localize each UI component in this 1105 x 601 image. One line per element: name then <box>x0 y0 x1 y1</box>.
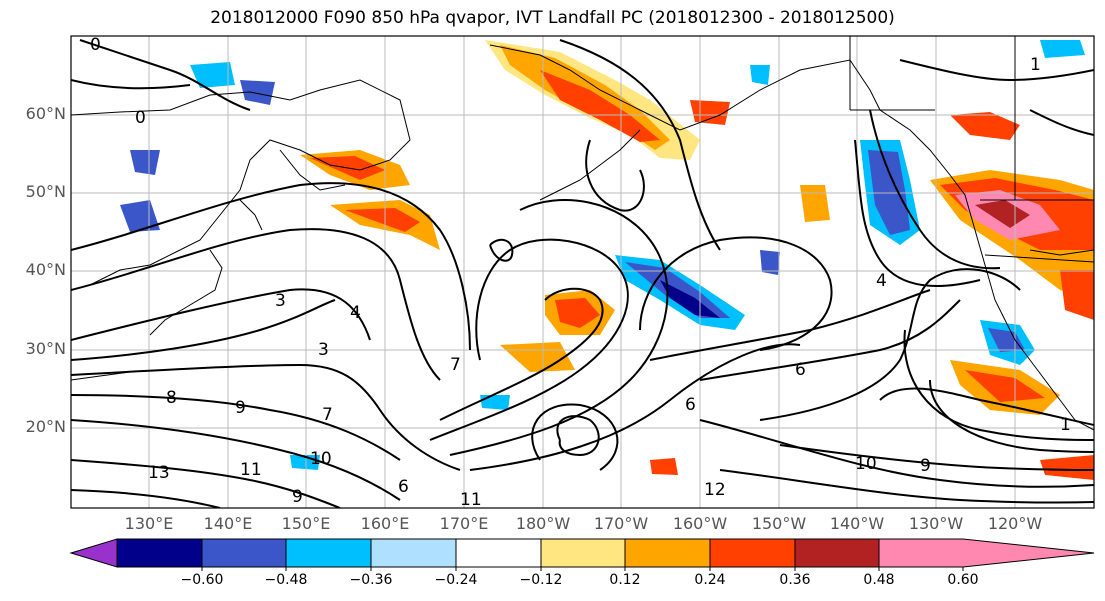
colorbar-tick-label: 0.60 <box>947 572 979 588</box>
contour-label: 6 <box>795 360 806 380</box>
colorbar-tick-label: 0.12 <box>609 572 641 588</box>
colorbar-extend-left <box>69 538 118 568</box>
longitude-label: 180°W <box>515 514 571 533</box>
contour-label: 10 <box>310 449 332 469</box>
contour-label: 6 <box>685 395 696 415</box>
colorbar-segment <box>201 538 287 568</box>
contour-label: 4 <box>350 303 361 323</box>
latitude-label: 30°N <box>25 339 66 358</box>
latitude-label: 50°N <box>25 182 66 201</box>
contour-label: 11 <box>240 460 262 480</box>
contour-label: 9 <box>235 398 246 418</box>
colorbar-segment <box>624 538 711 568</box>
colorbar-tick-label: −0.12 <box>519 572 563 588</box>
colorbar-tick-label: −0.48 <box>264 572 308 588</box>
contour-label: 3 <box>318 340 329 360</box>
political-borders <box>849 36 1094 263</box>
longitude-label: 160°E <box>360 514 410 533</box>
height-contours <box>71 39 1094 508</box>
latitude-label: 20°N <box>25 417 66 436</box>
contour-label: 1 <box>1060 415 1071 435</box>
longitude-label: 120°W <box>987 514 1043 533</box>
contour-labels: 0 0 3 3 4 7 8 9 7 10 11 13 9 6 11 12 6 6… <box>90 35 1071 510</box>
colorbar-tick-label: 0.36 <box>779 572 811 588</box>
longitude-label: 170°E <box>439 514 489 533</box>
colorbar-segment <box>116 538 203 568</box>
colorbar-segment <box>878 538 1095 568</box>
longitude-label: 150°W <box>751 514 807 533</box>
contour-label: 13 <box>148 463 170 483</box>
longitude-label: 130°W <box>908 514 964 533</box>
colorbar-segment <box>285 538 372 568</box>
contour-label: 10 <box>855 454 877 474</box>
colorbar-segment <box>709 538 796 568</box>
longitude-label: 150°E <box>281 514 331 533</box>
longitude-label: 140°E <box>203 514 253 533</box>
map-title: 2018012000 F090 850 hPa qvapor, IVT Land… <box>210 8 895 28</box>
map-area: 0 0 3 3 4 7 8 9 7 10 11 13 9 6 11 12 6 6… <box>71 35 1094 510</box>
contour-label: 9 <box>920 456 931 476</box>
colorbar-segment <box>540 538 626 568</box>
contour-label: 8 <box>166 388 177 408</box>
colorbar-segment <box>370 538 457 568</box>
contour-label: 9 <box>292 487 303 507</box>
latitude-label: 60°N <box>25 104 66 123</box>
coastlines <box>71 44 1094 431</box>
contour-label: 0 <box>90 35 101 55</box>
contour-label: 7 <box>322 405 333 425</box>
contour-label: 12 <box>704 480 726 500</box>
contour-label: 4 <box>876 271 887 291</box>
contour-label: 6 <box>398 477 409 497</box>
contour-label: 1 <box>1030 55 1041 75</box>
colorbar-tick-label: −0.60 <box>180 572 224 588</box>
colorbar-tick-label: −0.36 <box>349 572 393 588</box>
contour-label: 0 <box>135 108 146 128</box>
contour-label: 3 <box>275 291 286 311</box>
longitude-label: 160°W <box>672 514 728 533</box>
colorbar-tick-marks <box>201 567 964 571</box>
colorbar <box>69 538 1095 568</box>
contour-label: 11 <box>460 490 482 510</box>
colorbar-segment <box>794 538 880 568</box>
map-frame <box>70 35 1095 509</box>
colorbar-tick-label: −0.24 <box>434 572 478 588</box>
colorbar-segment <box>455 538 542 568</box>
longitude-label: 170°W <box>593 514 649 533</box>
latitude-label: 40°N <box>25 260 66 279</box>
longitude-label: 130°E <box>124 514 174 533</box>
colorbar-tick-label: 0.48 <box>863 572 895 588</box>
contour-label: 7 <box>450 355 461 375</box>
colorbar-tick-label: 0.24 <box>694 572 726 588</box>
longitude-label: 140°W <box>829 514 885 533</box>
